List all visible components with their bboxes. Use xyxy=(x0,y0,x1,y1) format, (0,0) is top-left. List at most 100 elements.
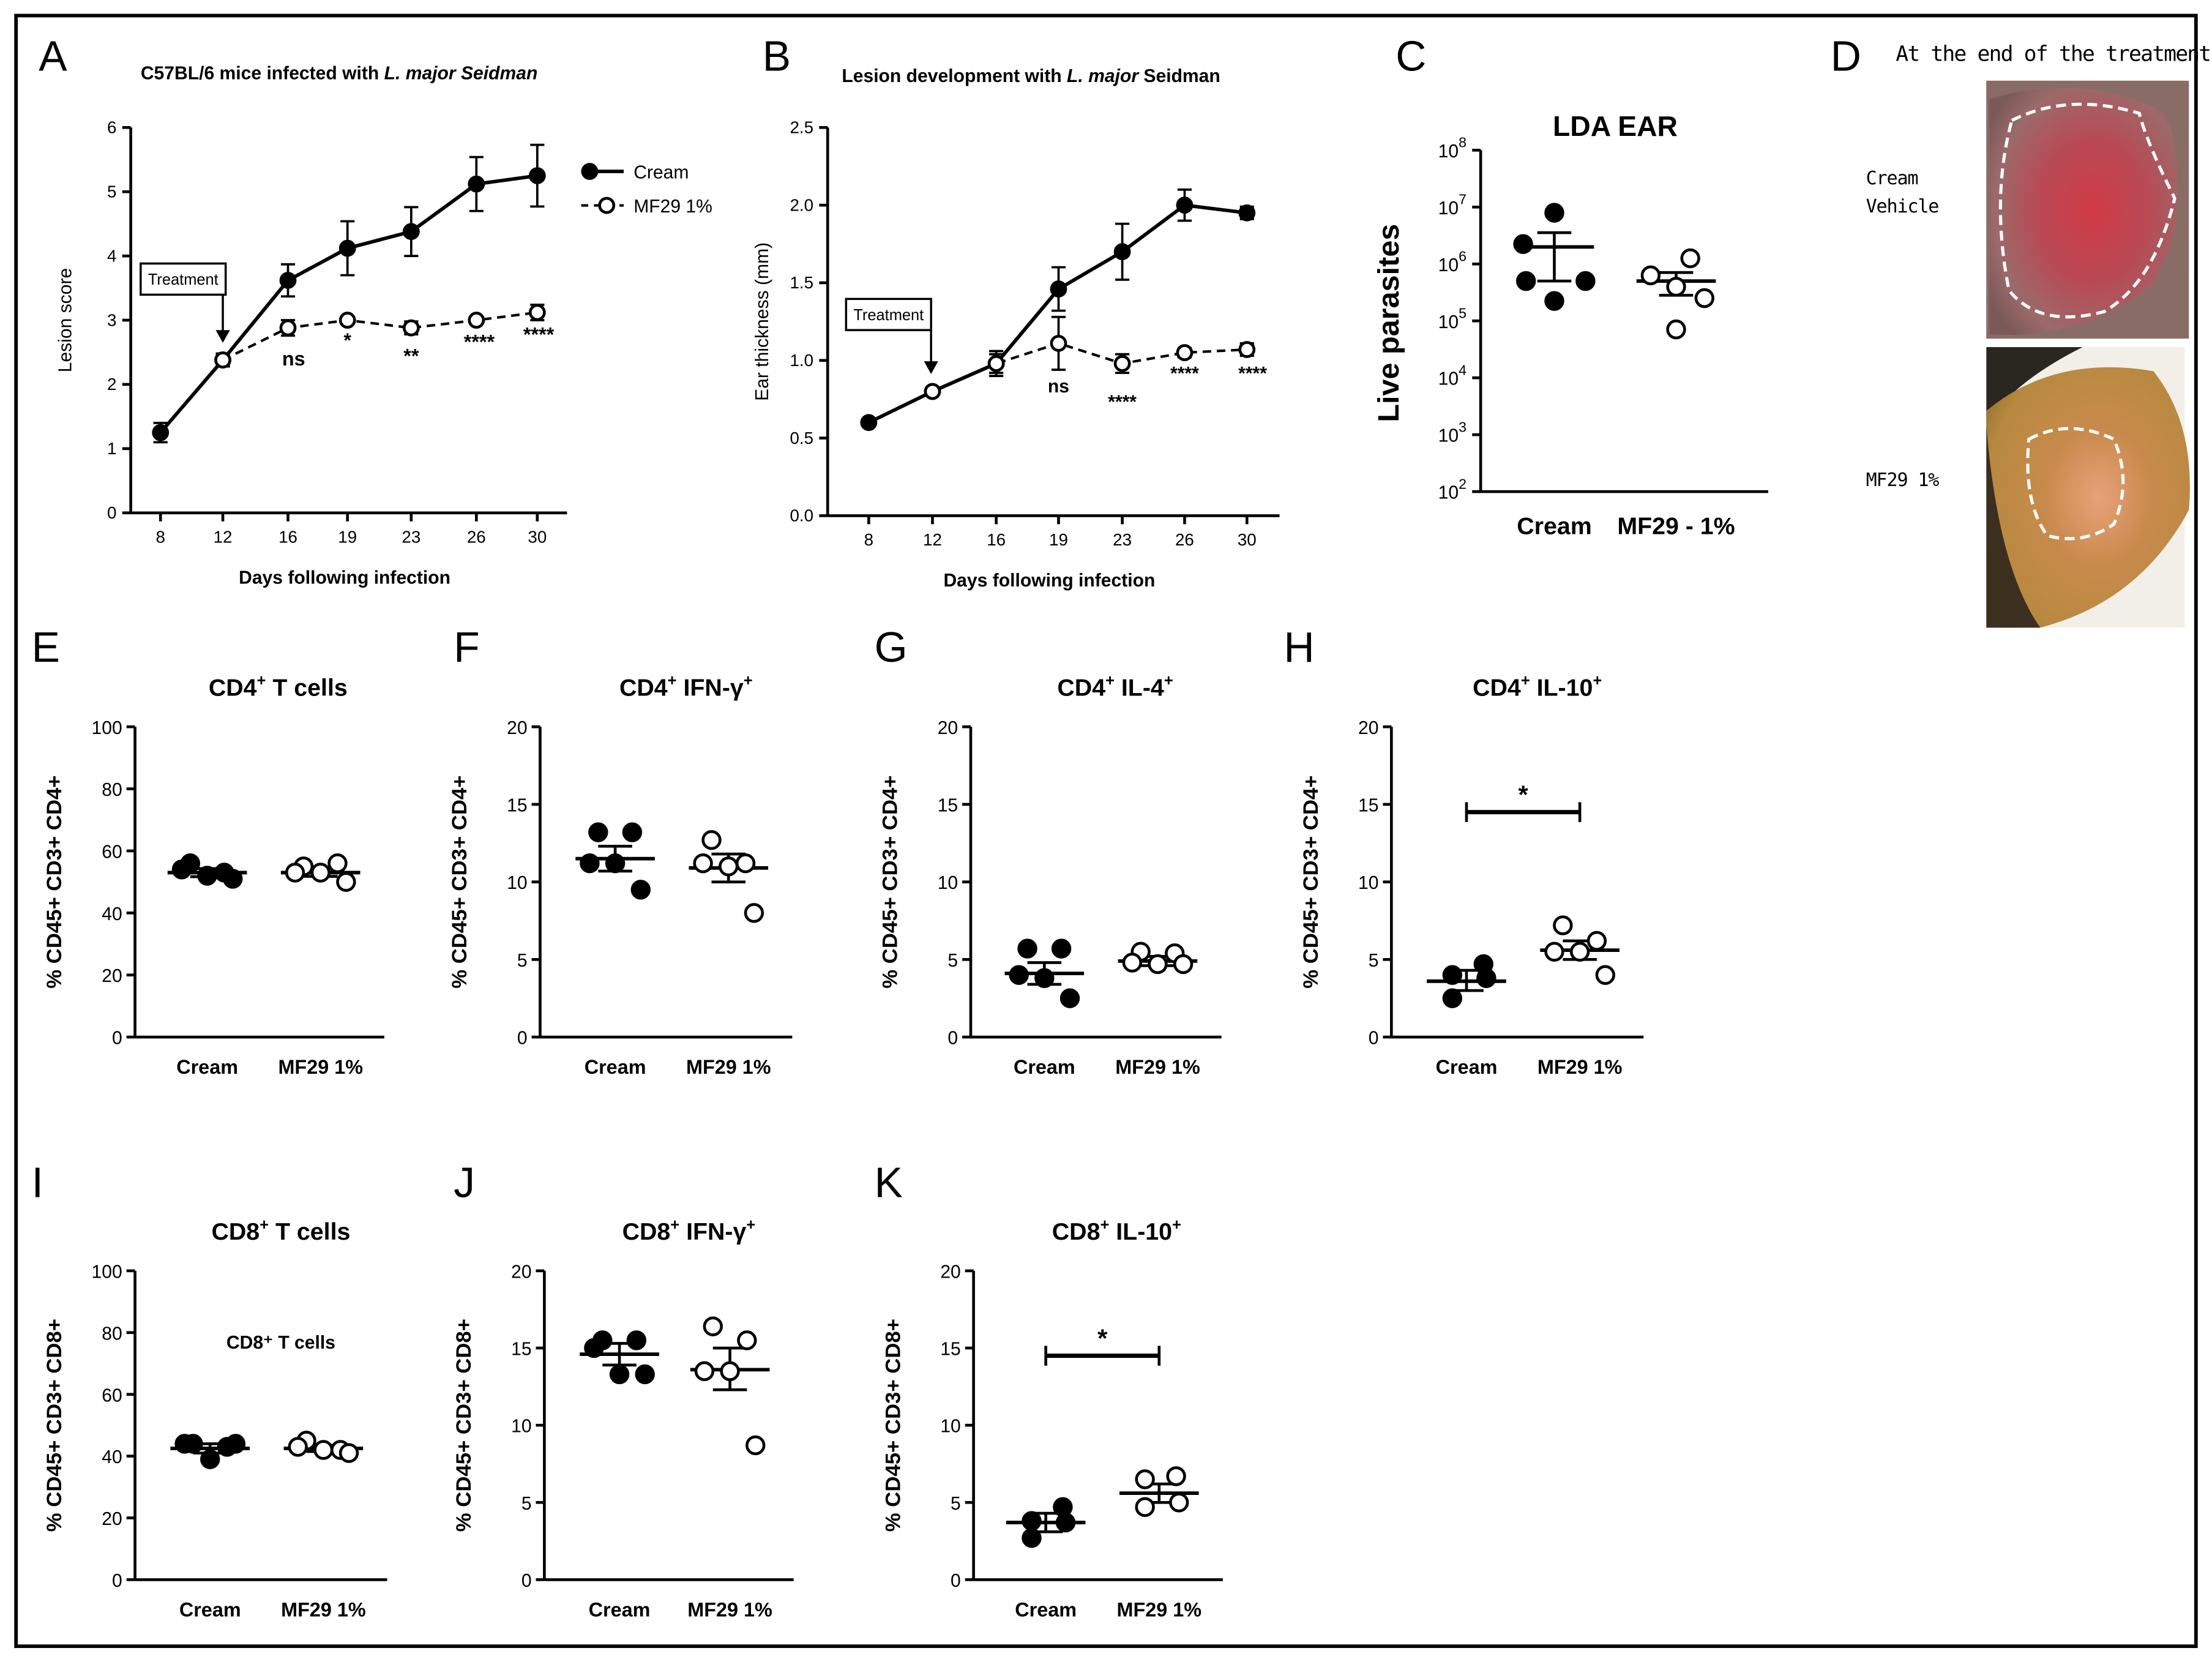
point-mf29 xyxy=(720,1361,740,1382)
point-mf29 xyxy=(468,312,485,329)
chart-a: C57BL/6 mice infected with L. major Seid… xyxy=(55,64,712,588)
y-tick-label: 10 xyxy=(940,1417,960,1437)
significance-label: **** xyxy=(1238,364,1267,384)
panel-label-i: I xyxy=(32,1159,43,1207)
x-tick-label: MF29 1% xyxy=(687,1599,772,1621)
panel-d-label-cream: Cream xyxy=(1866,168,1918,189)
tick-base: 10 xyxy=(1438,198,1459,219)
x-axis-label: Days following infection xyxy=(239,567,450,588)
title-superscript: + xyxy=(257,672,266,689)
chart-i: CD8+ T cells 0 20 40 60 80 100 Cream MF29 1% % CD… xyxy=(43,1216,387,1621)
panel-label-j: J xyxy=(454,1159,475,1207)
point-cream xyxy=(174,1434,195,1454)
series-mf29-line xyxy=(222,311,538,361)
title-base: CD8 xyxy=(1052,1218,1100,1245)
title-superscript: + xyxy=(744,672,753,689)
title-superscript: + xyxy=(1521,672,1530,689)
y-tick-label: 0.5 xyxy=(790,429,813,448)
x-tick-label: MF29 1% xyxy=(1117,1599,1202,1621)
y-tick-label: 0.0 xyxy=(790,506,813,525)
title-text: IFN-γ xyxy=(679,1218,746,1245)
x-tick-label: MF29 1% xyxy=(278,1056,363,1078)
tick-exponent: 5 xyxy=(1459,305,1467,321)
title-text: T cells xyxy=(266,674,347,701)
x-tick-label: Cream xyxy=(1436,1056,1498,1078)
point-cream xyxy=(622,822,643,842)
point-cream xyxy=(468,175,485,193)
y-tick-label: 15 xyxy=(511,1339,531,1360)
tick-exponent: 2 xyxy=(1459,476,1467,492)
point-cream xyxy=(1442,965,1463,985)
x-tick-label: 8 xyxy=(156,527,165,546)
significance-label: * xyxy=(343,329,351,351)
point-mf29 xyxy=(693,853,713,874)
title-base: CD4 xyxy=(209,674,257,701)
point-mf29 xyxy=(1135,1497,1155,1518)
y-tick-label: 20 xyxy=(102,1509,122,1529)
significance-label: ns xyxy=(1048,376,1069,397)
x-tick-label: Cream xyxy=(1015,1599,1077,1621)
point-cream xyxy=(1442,988,1463,1008)
point-mf29 xyxy=(1640,265,1661,286)
y-tick-label: 0 xyxy=(521,1571,532,1591)
point-mf29 xyxy=(1173,954,1194,975)
point-mf29 xyxy=(1148,954,1168,975)
title-text: IFN-γ xyxy=(677,674,744,701)
y-axis-label: Lesion score xyxy=(55,268,75,373)
point-mf29 xyxy=(735,853,756,874)
point-mf29 xyxy=(285,863,305,883)
y-tick-label: 20 xyxy=(507,718,527,738)
y-tick-label: 0 xyxy=(1369,1028,1379,1049)
point-cream xyxy=(609,1364,630,1385)
y-axis-label: % CD45+ CD3+ CD8+ xyxy=(452,1319,476,1532)
photo-mf29 xyxy=(1986,346,2190,628)
point-mf29 xyxy=(288,1437,308,1457)
chart-title: CD8+ T cells xyxy=(211,1216,350,1245)
point-cream xyxy=(200,1449,220,1469)
x-tick-label: 23 xyxy=(402,527,420,546)
y-tick-label: 15 xyxy=(940,1339,960,1360)
x-tick-label: MF29 - 1% xyxy=(1617,512,1735,539)
x-tick-label: Cream xyxy=(179,1599,241,1621)
point-mf29 xyxy=(310,863,331,883)
title-text: C57BL/6 mice infected with xyxy=(141,64,384,84)
x-tick-label: 8 xyxy=(864,530,873,549)
tick-base: 10 xyxy=(1438,255,1459,275)
chart-title: LDA EAR xyxy=(1553,110,1678,142)
point-mf29 xyxy=(719,856,739,877)
title-superscript: + xyxy=(1164,672,1173,689)
y-tick-label: 80 xyxy=(102,1324,122,1344)
y-tick-label: 5 xyxy=(521,1494,532,1514)
point-mf29 xyxy=(1666,319,1686,340)
x-tick-label: MF29 1% xyxy=(1115,1056,1200,1078)
y-tick-label: 0 xyxy=(951,1571,961,1591)
legend-marker-mf29 xyxy=(598,197,616,214)
title-base: CD4 xyxy=(619,674,668,701)
panel-label-h: H xyxy=(1283,623,1314,671)
point-cream xyxy=(171,859,192,880)
title-text: T cells xyxy=(269,1218,350,1245)
title-italic: L. major xyxy=(1067,66,1140,86)
panel-label-b: B xyxy=(763,32,791,80)
point-mf29 xyxy=(1680,248,1700,269)
point-mf29 xyxy=(1553,915,1573,935)
point-mf29 xyxy=(737,1330,757,1350)
treatment-label: Treatment xyxy=(148,271,219,288)
x-tick-label: 12 xyxy=(214,527,233,546)
point-mf29 xyxy=(1176,344,1194,361)
tick-exponent: 6 xyxy=(1459,249,1467,264)
point-mf29 xyxy=(745,1435,766,1456)
title-superscript: + xyxy=(668,672,677,689)
point-mf29 xyxy=(924,383,941,400)
point-cream xyxy=(1476,968,1496,988)
y-tick-label: 10 xyxy=(511,1417,531,1437)
y-tick-label: 2.0 xyxy=(790,195,813,214)
tick-base: 10 xyxy=(1438,426,1459,446)
legend-marker-cream xyxy=(581,163,599,180)
y-tick-label: 5 xyxy=(1369,951,1379,971)
x-tick-label: 23 xyxy=(1113,530,1132,549)
point-mf29 xyxy=(402,319,420,337)
tick-exponent: 8 xyxy=(1459,135,1467,151)
